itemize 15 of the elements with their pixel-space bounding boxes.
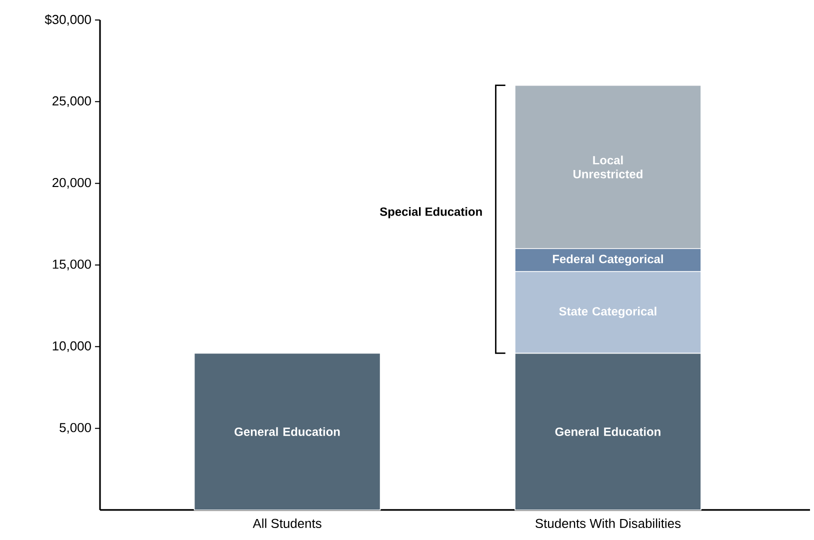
series-label: Local Unrestricted [573, 156, 642, 178]
annotation: Special Education [380, 207, 482, 218]
y-tick-label: $30,000 [44, 14, 91, 26]
y-tick-label: 15,000 [52, 260, 91, 270]
series-label: General Education [234, 427, 340, 436]
y-tick-label: 20,000 [52, 178, 91, 189]
y-tick-label: 5,000 [60, 422, 91, 434]
y-tick-label: 10,000 [52, 341, 91, 352]
y-tick-label: 25,000 [52, 96, 91, 107]
series-label: State Categorical [559, 306, 656, 318]
x-tick-label: All Students [252, 518, 322, 528]
text: General Education [555, 427, 660, 436]
series-label: Federal Categorical [552, 254, 663, 266]
bar [194, 352, 381, 510]
x-tick-label: Students With Disabilities [536, 518, 681, 528]
